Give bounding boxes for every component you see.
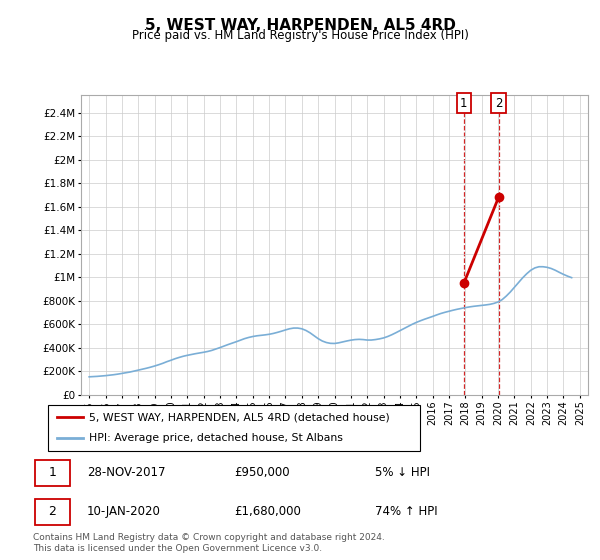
Text: Price paid vs. HM Land Registry's House Price Index (HPI): Price paid vs. HM Land Registry's House … bbox=[131, 29, 469, 42]
Text: 74% ↑ HPI: 74% ↑ HPI bbox=[375, 505, 437, 519]
Text: 28-NOV-2017: 28-NOV-2017 bbox=[87, 466, 166, 479]
Text: HPI: Average price, detached house, St Albans: HPI: Average price, detached house, St A… bbox=[89, 433, 343, 444]
Text: 1: 1 bbox=[49, 466, 56, 479]
Text: 5, WEST WAY, HARPENDEN, AL5 4RD: 5, WEST WAY, HARPENDEN, AL5 4RD bbox=[145, 18, 455, 33]
Text: 2: 2 bbox=[495, 97, 502, 110]
Text: Contains HM Land Registry data © Crown copyright and database right 2024.
This d: Contains HM Land Registry data © Crown c… bbox=[33, 533, 385, 553]
Text: 1: 1 bbox=[460, 97, 467, 110]
FancyBboxPatch shape bbox=[35, 460, 70, 486]
FancyBboxPatch shape bbox=[35, 499, 70, 525]
Text: £950,000: £950,000 bbox=[234, 466, 290, 479]
Text: £1,680,000: £1,680,000 bbox=[234, 505, 301, 519]
Text: 5% ↓ HPI: 5% ↓ HPI bbox=[375, 466, 430, 479]
Text: 10-JAN-2020: 10-JAN-2020 bbox=[87, 505, 161, 519]
FancyBboxPatch shape bbox=[48, 405, 420, 451]
Text: 2: 2 bbox=[49, 505, 56, 519]
Text: 5, WEST WAY, HARPENDEN, AL5 4RD (detached house): 5, WEST WAY, HARPENDEN, AL5 4RD (detache… bbox=[89, 412, 389, 422]
